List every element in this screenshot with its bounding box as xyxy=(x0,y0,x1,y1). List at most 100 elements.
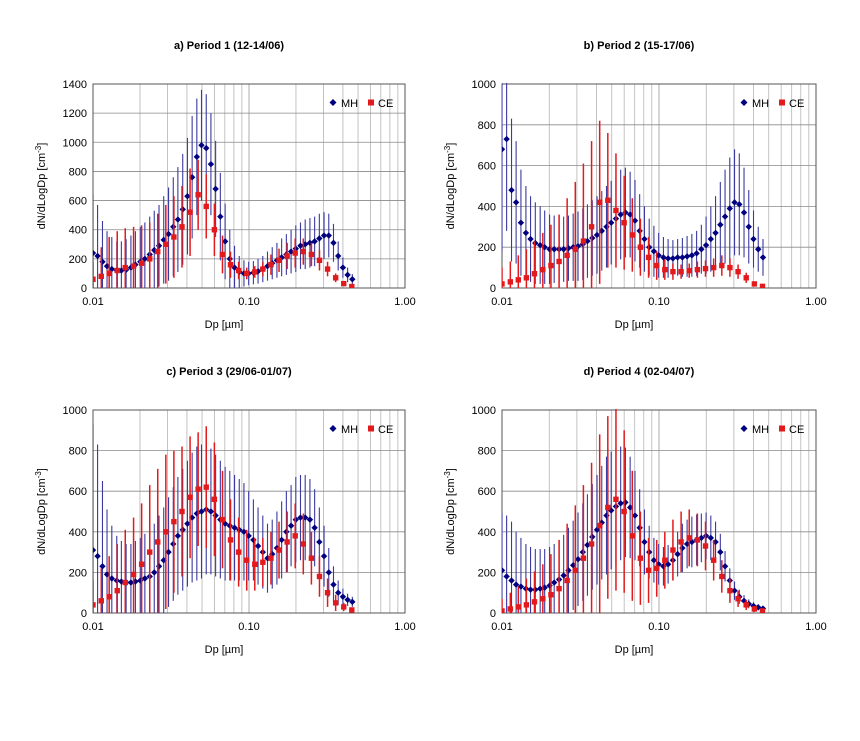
data-point-CE xyxy=(268,261,274,268)
data-point-CE xyxy=(308,555,315,561)
data-point-CE xyxy=(284,253,290,259)
data-point-CE xyxy=(670,268,676,275)
data-point-MH xyxy=(221,238,229,245)
x-tick-label: 1.00 xyxy=(805,296,826,308)
y-tick-label: 1200 xyxy=(63,108,87,120)
data-point-MH xyxy=(212,512,219,519)
data-point-CE xyxy=(515,277,521,283)
legend-marker-MH xyxy=(740,99,748,106)
plot-frame xyxy=(501,409,817,614)
data-point-CE xyxy=(629,533,636,539)
data-point-CE xyxy=(235,549,242,555)
data-point-CE xyxy=(662,557,668,563)
data-point-CE xyxy=(187,209,193,215)
data-point-CE xyxy=(556,585,562,592)
data-point-CE xyxy=(106,270,112,277)
data-point-MH xyxy=(541,244,548,251)
data-point-CE xyxy=(531,271,538,277)
data-point-CE xyxy=(195,486,201,492)
data-point-CE xyxy=(284,539,290,545)
data-point-CE xyxy=(735,268,741,275)
data-point-CE xyxy=(260,266,266,272)
data-point-MH xyxy=(560,572,567,579)
data-point-CE xyxy=(759,608,766,613)
data-point-MH xyxy=(707,235,715,243)
legend-label-CE: CE xyxy=(789,424,804,436)
data-point-MH xyxy=(721,563,729,570)
chart-panel-2: 0 200 400 600 800 1000 0.01 0.10 1.00 b) Period 2… xyxy=(443,40,827,331)
data-point-MH xyxy=(93,249,97,257)
legend-marker-MH xyxy=(740,425,748,432)
data-point-CE xyxy=(171,234,177,240)
x-tick-label: 0.10 xyxy=(648,621,669,633)
data-point-MH xyxy=(320,232,328,239)
x-axis-label: Dp [µm] xyxy=(615,644,654,656)
data-point-MH xyxy=(641,235,648,243)
y-tick-label: 600 xyxy=(69,486,87,498)
data-point-MH xyxy=(188,174,196,181)
data-point-MH xyxy=(127,579,135,586)
data-point-MH xyxy=(203,144,210,152)
data-point-MH xyxy=(532,239,539,247)
data-point-CE xyxy=(308,251,315,258)
data-point-MH xyxy=(641,538,648,546)
data-point-MH xyxy=(207,160,215,168)
data-point-CE xyxy=(316,257,323,264)
data-point-MH xyxy=(660,254,667,261)
data-point-CE xyxy=(654,565,660,572)
data-point-CE xyxy=(580,238,587,244)
data-point-CE xyxy=(564,252,570,259)
data-point-CE xyxy=(596,523,603,529)
data-point-CE xyxy=(332,600,339,606)
data-point-CE xyxy=(341,280,347,287)
data-point-CE xyxy=(98,273,104,280)
data-point-MH xyxy=(527,235,534,243)
data-point-MH xyxy=(103,571,111,578)
data-point-CE xyxy=(686,267,692,274)
data-point-MH xyxy=(94,552,101,560)
data-point-CE xyxy=(276,257,282,264)
data-point-MH xyxy=(631,217,639,224)
data-point-MH xyxy=(316,538,323,546)
data-point-MH xyxy=(693,250,700,257)
data-point-MH xyxy=(698,246,705,253)
data-point-MH xyxy=(550,579,558,586)
data-point-CE xyxy=(531,599,538,605)
data-point-CE xyxy=(163,529,169,535)
data-point-MH xyxy=(349,276,356,283)
data-point-MH xyxy=(174,532,182,540)
y-tick-label: 0 xyxy=(81,608,87,620)
chart-title: b) Period 2 (15-17/06) xyxy=(584,40,695,52)
data-point-CE xyxy=(613,496,619,503)
data-point-MH xyxy=(240,528,248,535)
data-point-MH xyxy=(674,254,681,261)
data-point-MH xyxy=(740,209,748,216)
data-point-CE xyxy=(93,276,96,282)
legend: MH CE xyxy=(329,424,393,436)
data-point-CE xyxy=(155,539,161,545)
x-tick-label: 1.00 xyxy=(394,621,415,633)
legend-marker-MH xyxy=(329,425,337,432)
data-point-MH xyxy=(330,239,337,247)
data-point-MH xyxy=(339,264,347,271)
data-point-MH xyxy=(717,548,724,556)
data-point-CE xyxy=(138,561,145,567)
data-point-MH xyxy=(607,219,615,226)
data-point-MH xyxy=(193,153,201,161)
y-tick-label: 800 xyxy=(69,446,87,458)
data-point-MH xyxy=(707,534,715,542)
chart-panel-4: 0 200 400 600 800 1000 0.01 0.10 1.00 d) Period 4… xyxy=(443,366,827,656)
x-tick-label: 0.01 xyxy=(491,621,512,633)
data-point-MH xyxy=(306,239,314,247)
x-tick-label: 1.00 xyxy=(394,296,415,308)
data-point-MH xyxy=(306,516,314,523)
data-point-MH xyxy=(502,567,506,574)
data-point-CE xyxy=(260,559,266,565)
data-point-MH xyxy=(155,242,163,249)
data-point-CE xyxy=(138,260,145,266)
data-layer xyxy=(502,83,767,288)
y-tick-label: 600 xyxy=(478,161,496,173)
series-CE xyxy=(93,159,355,288)
data-point-CE xyxy=(588,541,595,547)
data-point-MH xyxy=(517,219,525,226)
